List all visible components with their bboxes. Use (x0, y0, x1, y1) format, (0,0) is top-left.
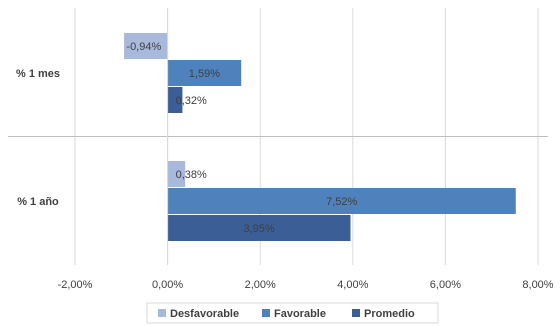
x-tick-label: 6,00% (430, 279, 461, 291)
legend-swatch-favorable (262, 309, 270, 317)
x-tick-label: 8,00% (522, 279, 553, 291)
category-labels: % 1 mes % 1 año (16, 68, 60, 208)
bar-desfavorable (167, 161, 186, 187)
data-label: 0,38% (176, 169, 207, 181)
bar-desfavorable (124, 33, 168, 59)
bar-promedio (167, 87, 183, 113)
x-tick-label: 0,00% (152, 279, 183, 291)
legend-label: Promedio (364, 308, 415, 320)
legend: Desfavorable Favorable Promedio (146, 302, 439, 324)
bar-favorable (167, 188, 516, 214)
x-tick-label: -2,00% (58, 279, 93, 291)
legend-swatch-desfavorable (158, 309, 166, 317)
data-label: 7,52% (326, 196, 357, 208)
bars-layer: -0,94% 1,59% 0,32% 0,38% 7,52% 3,95% (124, 33, 516, 241)
category-label: % 1 mes (16, 68, 60, 80)
legend-label: Desfavorable (170, 308, 239, 320)
legend-box (146, 302, 439, 324)
x-tick-label: 4,00% (337, 279, 368, 291)
data-label: 3,95% (243, 223, 274, 235)
bar-promedio (167, 215, 351, 241)
x-tick-label: 2,00% (245, 279, 276, 291)
legend-label: Favorable (274, 308, 326, 320)
data-label: 0,32% (176, 95, 207, 107)
axes-layer (8, 8, 548, 265)
tick-labels: -2,00% 0,00% 2,00% 4,00% 6,00% 8,00% (58, 279, 554, 291)
data-label: -0,94% (126, 41, 161, 53)
legend-swatch-promedio (352, 309, 360, 317)
category-label: % 1 año (17, 196, 59, 208)
bar-favorable (167, 60, 242, 86)
data-label: 1,59% (189, 68, 220, 80)
